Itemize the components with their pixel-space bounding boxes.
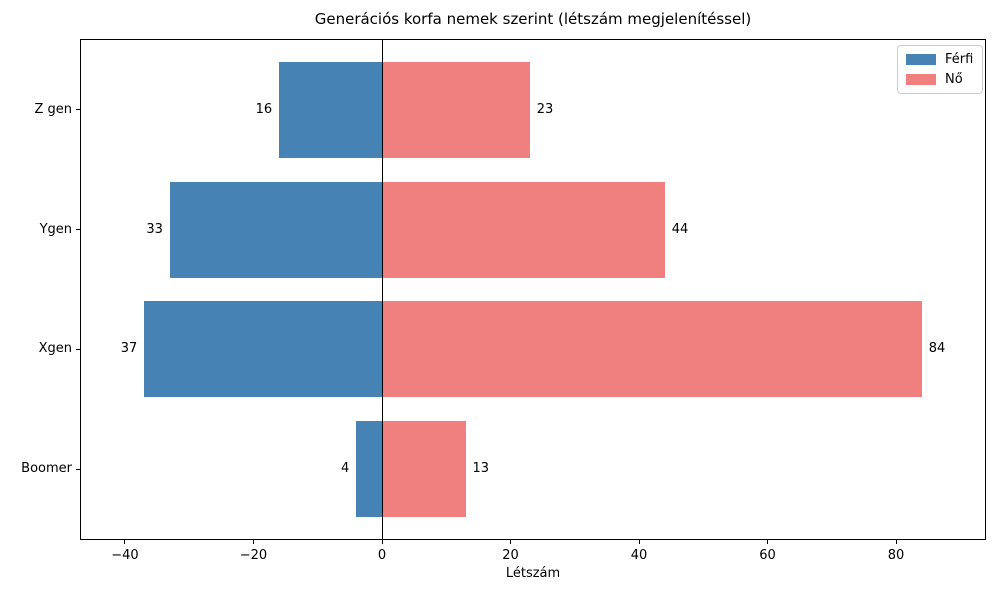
legend-label-ferfi: Férfi [945,52,974,67]
bar-ferfi-boomer [356,421,382,518]
x-tick-label-60: 60 [759,548,776,563]
legend-item-no: Nő [906,73,974,86]
bar-ferfi-ygen [169,181,382,278]
x-tick-mark--40 [124,540,126,544]
x-tick-mark-60 [767,540,769,544]
x-tick-label-40: 40 [630,548,648,563]
bar-value-label-ferfi-z-gen: 16 [255,101,273,117]
y-tick-label-xgen: Xgen [38,341,72,357]
x-tick-label--20: −20 [239,548,268,563]
y-tick-mark-z-gen [76,109,80,111]
y-tick-label-ygen: Ygen [39,221,72,237]
x-tick-mark-40 [638,540,640,544]
legend-swatch-ferfi-icon [906,54,936,65]
bar-value-label-ferfi-ygen: 33 [146,221,163,237]
y-tick-mark-xgen [76,348,80,350]
x-tick-mark-0 [381,540,383,544]
legend-label-no: Nő [945,72,963,87]
bar-no-xgen [382,301,922,398]
x-tick-label--40: −40 [111,548,139,563]
bar-value-label-ferfi-boomer: 4 [341,461,350,477]
zero-axis-line [381,39,383,540]
x-tick-mark-80 [895,540,897,544]
y-tick-mark-boomer [76,468,80,470]
y-tick-label-boomer: Boomer [21,461,72,477]
x-tick-label-80: 80 [887,548,905,563]
bar-no-ygen [382,181,665,278]
y-tick-label-z-gen: Z gen [34,101,72,117]
bar-value-label-no-boomer: 13 [472,461,490,477]
bar-no-boomer [382,421,466,518]
x-tick-mark-20 [510,540,511,544]
legend-swatch-no-icon [906,74,936,85]
y-tick-mark-ygen [76,229,80,231]
bar-value-label-no-z-gen: 23 [536,101,554,117]
x-tick-label-20: 20 [502,548,519,563]
legend-item-ferfi: Férfi [906,53,974,66]
x-tick-mark--20 [252,540,254,544]
bar-no-z-gen [382,61,530,158]
x-tick-label-0: 0 [377,548,387,563]
legend: Férfi Nő [897,45,983,94]
x-axis-label: Létszám [505,566,561,581]
bar-value-label-no-xgen: 84 [928,341,946,357]
bar-ferfi-xgen [144,301,382,398]
chart-title: Generációs korfa nemek szerint (létszám … [314,10,752,28]
bar-ferfi-z-gen [279,61,382,158]
bar-value-label-ferfi-xgen: 37 [120,341,138,357]
bar-value-label-no-ygen: 44 [671,221,689,237]
